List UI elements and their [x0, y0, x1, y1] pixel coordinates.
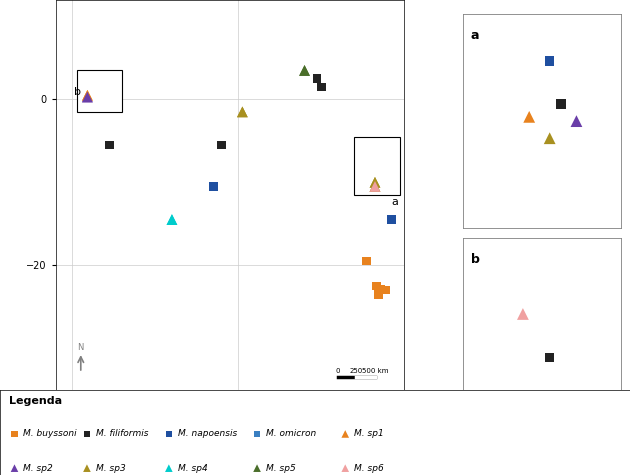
- Point: [387, 216, 397, 223]
- Point: [164, 430, 174, 438]
- Point: [544, 134, 554, 142]
- Text: 250: 250: [350, 368, 363, 374]
- Text: 500 km: 500 km: [362, 368, 388, 374]
- Bar: [354, 137, 400, 195]
- Text: M. omicron: M. omicron: [266, 429, 316, 438]
- Point: [252, 465, 262, 472]
- Bar: [77, 70, 122, 112]
- Point: [372, 282, 382, 290]
- Point: [316, 83, 326, 91]
- Point: [9, 430, 20, 438]
- Point: [83, 93, 93, 101]
- Point: [387, 216, 397, 223]
- Text: M. sp2: M. sp2: [23, 464, 53, 473]
- Text: b: b: [74, 87, 81, 97]
- Point: [544, 57, 554, 65]
- Point: [83, 92, 93, 99]
- Text: a: a: [392, 197, 398, 207]
- Point: [518, 310, 528, 318]
- Point: [571, 117, 581, 125]
- Point: [370, 183, 380, 190]
- Point: [217, 141, 227, 149]
- Point: [299, 66, 309, 74]
- Point: [164, 465, 174, 472]
- Point: [340, 430, 350, 438]
- Text: Legenda: Legenda: [9, 396, 62, 406]
- Point: [217, 141, 227, 149]
- Text: M. filiformis: M. filiformis: [96, 429, 148, 438]
- Point: [299, 66, 309, 74]
- Point: [375, 285, 386, 293]
- Text: M. sp3: M. sp3: [96, 464, 125, 473]
- Text: 0: 0: [335, 368, 340, 374]
- Point: [167, 216, 177, 223]
- Point: [105, 141, 115, 149]
- Point: [370, 183, 380, 190]
- Point: [370, 183, 380, 190]
- Point: [312, 75, 322, 83]
- Text: M. sp1: M. sp1: [354, 429, 384, 438]
- Point: [83, 93, 93, 101]
- Point: [370, 179, 380, 186]
- Text: M. sp4: M. sp4: [178, 464, 207, 473]
- Point: [375, 285, 386, 293]
- Point: [544, 354, 554, 361]
- Text: M. napoensis: M. napoensis: [178, 429, 237, 438]
- Point: [381, 286, 391, 294]
- Point: [238, 108, 248, 116]
- Point: [312, 75, 322, 83]
- Point: [83, 92, 93, 99]
- Text: M. buyssoni: M. buyssoni: [23, 429, 77, 438]
- Text: M. sp5: M. sp5: [266, 464, 295, 473]
- Text: a: a: [471, 29, 479, 42]
- Point: [252, 430, 262, 438]
- Point: [556, 100, 566, 108]
- Text: M. sp6: M. sp6: [354, 464, 384, 473]
- Point: [373, 290, 383, 298]
- Point: [524, 113, 534, 121]
- Point: [209, 183, 219, 190]
- Text: b: b: [471, 253, 480, 266]
- Point: [82, 430, 92, 438]
- Point: [238, 108, 248, 116]
- Point: [209, 183, 219, 190]
- Point: [167, 216, 177, 223]
- Point: [370, 179, 380, 186]
- Point: [362, 257, 372, 265]
- Point: [9, 465, 20, 472]
- Point: [372, 282, 382, 290]
- Point: [370, 183, 380, 190]
- Point: [373, 290, 383, 298]
- Point: [340, 465, 350, 472]
- Point: [105, 141, 115, 149]
- Text: N: N: [77, 343, 84, 352]
- Point: [316, 83, 326, 91]
- Point: [82, 465, 92, 472]
- Point: [362, 257, 372, 265]
- Point: [381, 286, 391, 294]
